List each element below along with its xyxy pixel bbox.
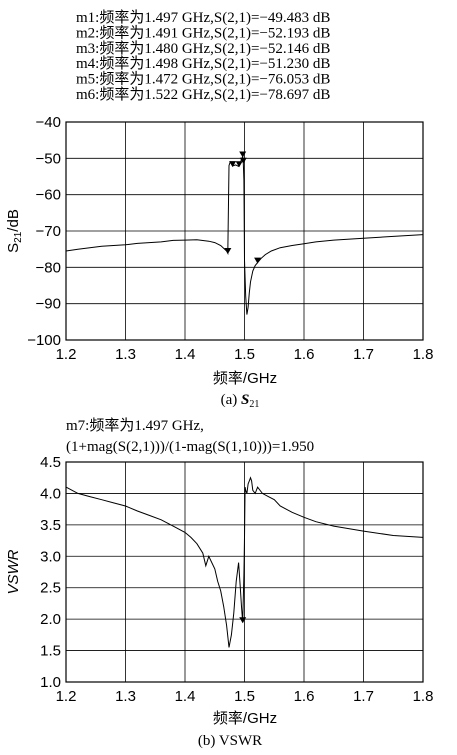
x-tick-label: 1.8 [413,346,434,363]
marker-label-line1: m7:频率为1.497 GHz, [66,417,204,434]
marker-m1 [239,151,247,158]
y-tick-label: 3.0 [40,548,61,565]
x-tick-label: 1.4 [175,346,196,363]
marker-m6 [254,257,262,264]
y-tick-label: 4.0 [40,485,61,502]
marker-m3 [229,161,237,168]
y-tick-label: −90 [36,296,61,313]
caption-b: (b) VSWR [198,733,262,749]
x-axis-label-a: 频率/GHz [213,370,277,387]
marker-legend-a: m1:频率为1.497 GHz,S(2,1)=−49.483 dBm2:频率为1… [76,9,330,103]
x-tick-label: 1.6 [294,346,315,363]
x-tick-label: 1.6 [294,688,315,705]
grid-b [66,462,423,682]
y-tick-label: −60 [36,187,61,204]
x-tick-label: 1.3 [115,346,136,363]
marker-legend-b: m7:频率为1.497 GHz, (1+mag(S(2,1)))/(1-mag(S… [66,417,314,455]
y-tick-label: 3.5 [40,517,61,534]
y-tick-label: −40 [36,114,61,131]
markers-b [239,617,247,624]
x-tick-label: 1.3 [115,688,136,705]
y-axis-label-b: VSWR [5,549,22,594]
ticks-a: 1.2 1.3 1.4 1.5 1.6 1.7 1.8 −40 −50 −60 −70 −80 −90 −… [27,114,433,363]
marker-legend-item: m2:频率为1.491 GHz,S(2,1)=−52.193 dB [76,24,330,41]
marker-label-line2: (1+mag(S(2,1)))/(1-mag(S(1,10)))=1.950 [66,439,314,455]
chart-s21: 1.2 1.3 1.4 1.5 1.6 1.7 1.8 −40 −50 −60 −70 −80 −90 −… [5,114,433,410]
marker-legend-item: m3:频率为1.480 GHz,S(2,1)=−52.146 dB [76,40,330,57]
x-tick-label: 1.5 [234,688,255,705]
markers-a [224,151,262,264]
x-tick-label: 1.2 [56,688,77,705]
y-tick-label: −100 [27,332,61,349]
x-tick-label: 1.8 [413,688,434,705]
y-tick-label: 2.0 [40,611,61,628]
marker-legend-item: m1:频率为1.497 GHz,S(2,1)=−49.483 dB [76,9,330,26]
y-tick-label: 1.0 [40,674,61,691]
chart-vswr: 1.2 1.3 1.4 1.5 1.6 1.7 1.8 4.5 4.0 3.5 3.0 2.5 2.0 1… [5,454,433,749]
marker-m5 [224,247,232,254]
x-axis-label-b: 频率/GHz [213,710,277,727]
marker-m4 [239,157,247,164]
x-tick-label: 1.4 [175,688,196,705]
y-tick-label: 1.5 [40,643,61,660]
x-tick-label: 1.7 [353,346,374,363]
marker-legend-item: m4:频率为1.498 GHz,S(2,1)=−51.230 dB [76,55,330,72]
marker-legend-item: m6:频率为1.522 GHz,S(2,1)=−78.697 dB [76,86,330,103]
x-tick-label: 1.2 [56,346,77,363]
y-tick-label: 4.5 [40,454,61,471]
y-axis-label-a: S21/dB [5,209,24,253]
x-tick-label: 1.7 [353,688,374,705]
y-tick-label: −50 [36,150,61,167]
y-tick-label: −70 [36,223,61,240]
marker-legend-item: m5:频率为1.472 GHz,S(2,1)=−76.053 dB [76,71,330,88]
caption-a: (a) S21 [221,392,260,410]
marker-m2 [235,161,243,168]
ticks-b: 1.2 1.3 1.4 1.5 1.6 1.7 1.8 4.5 4.0 3.5 3.0 2.5 2.0 1… [40,454,433,705]
x-tick-label: 1.5 [234,346,255,363]
y-tick-label: 2.5 [40,580,61,597]
marker-m7 [239,617,247,624]
series-line-vswr [65,476,424,648]
series-line-s21 [65,154,424,315]
y-tick-label: −80 [36,259,61,276]
